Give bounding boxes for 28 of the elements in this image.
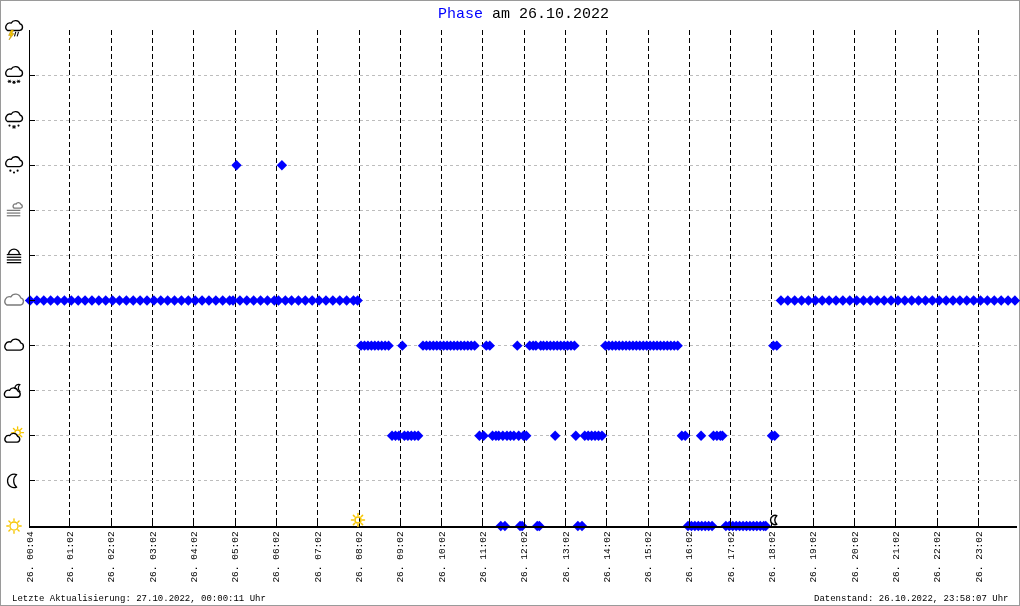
x-tick-label: 26. 23:02 — [973, 531, 985, 583]
x-tick-label: 26. 20:02 — [849, 531, 861, 583]
x-tick-label: 26. 15:02 — [643, 531, 655, 583]
x-tick-label: 26. 07:02 — [312, 531, 324, 583]
x-tick-label: 26. 01:02 — [65, 531, 77, 583]
text: Letzte Aktualisierung: 27.10.2022, 00:00:11 Uhr — [12, 594, 266, 604]
x-tick-label: 26. 08:02 — [354, 531, 366, 583]
x-tick-label: 26. 18:02 — [767, 531, 779, 583]
x-tick-label: 26. 14:02 — [601, 531, 613, 583]
x-tick-label: 26. 17:02 — [725, 531, 737, 583]
x-tick-label: 26. 04:02 — [188, 531, 200, 583]
x-tick-label: 26. 13:02 — [560, 531, 572, 583]
x-tick-label: 26. 19:02 — [808, 531, 820, 583]
x-tick-label: 26. 21:02 — [890, 531, 902, 583]
x-tick-label: 26. 06:02 — [271, 531, 283, 583]
chart-title: am 26.10.2022 — [491, 6, 610, 24]
x-tick-label: 26. 02:02 — [106, 531, 118, 583]
x-tick-label: 26. 00:04 — [25, 531, 37, 583]
x-tick-label: 26. 05:02 — [230, 531, 242, 583]
x-tick-label: 26. 12:02 — [519, 531, 531, 583]
x-tick-label: 26. 22:02 — [932, 531, 944, 583]
x-tick-label: 26. 10:02 — [436, 531, 448, 583]
text: Datenstand: 26.10.2022, 23:58:07 Uhr — [814, 594, 1009, 604]
x-tick-label: 26. 11:02 — [477, 531, 489, 583]
x-tick-label: 26. 09:02 — [395, 531, 407, 583]
x-tick-label: 26. 03:02 — [147, 531, 159, 583]
text: Phase — [437, 6, 483, 24]
x-tick-label: 26. 16:02 — [684, 531, 696, 583]
